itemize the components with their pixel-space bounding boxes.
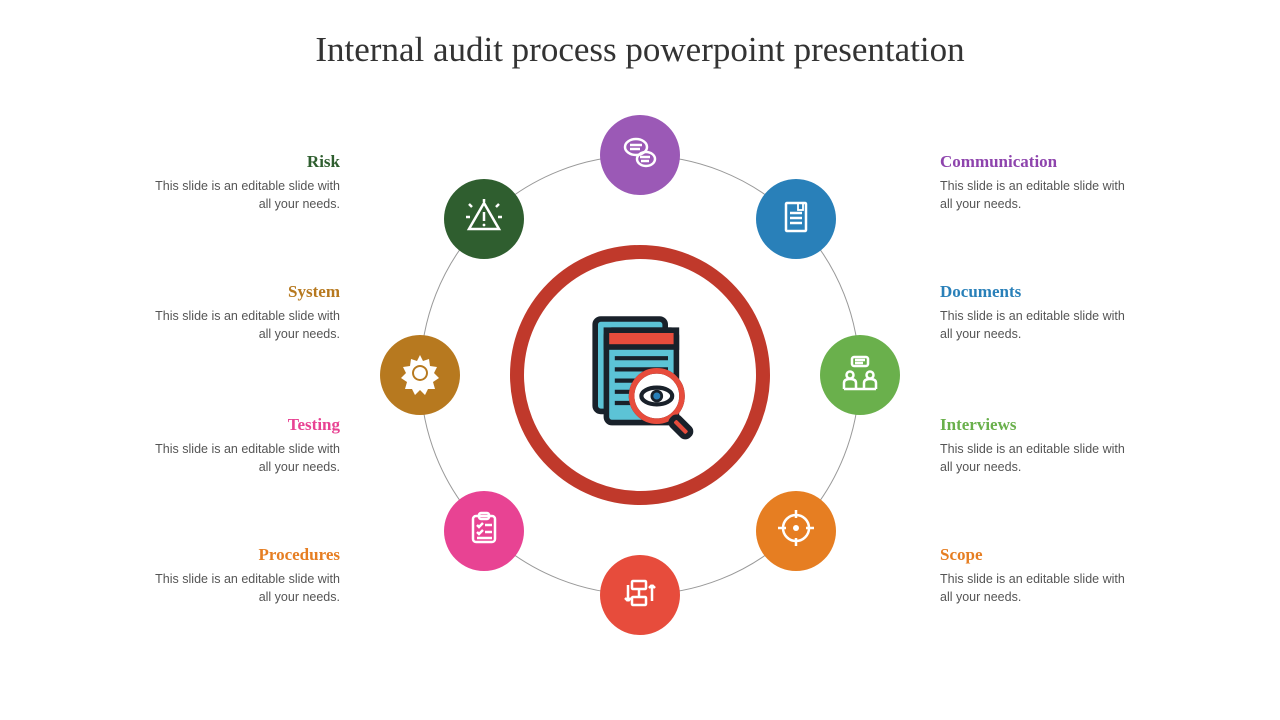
interview-icon bbox=[838, 351, 882, 400]
desc-risk: This slide is an editable slide with all… bbox=[140, 178, 340, 213]
node-communication bbox=[600, 115, 680, 195]
label-procedures: Procedures This slide is an editable sli… bbox=[140, 545, 340, 606]
heading-procedures: Procedures bbox=[140, 545, 340, 565]
chat-icon bbox=[620, 133, 660, 178]
desc-procedures: This slide is an editable slide with all… bbox=[140, 571, 340, 606]
slide-title: Internal audit process powerpoint presen… bbox=[0, 30, 1280, 70]
node-testing bbox=[380, 335, 460, 415]
label-risk: Risk This slide is an editable slide wit… bbox=[140, 152, 340, 213]
desc-scope: This slide is an editable slide with all… bbox=[940, 571, 1140, 606]
heading-testing: Testing bbox=[140, 415, 340, 435]
node-system bbox=[444, 179, 524, 259]
audit-document-magnifier-icon bbox=[570, 305, 710, 445]
desc-documents: This slide is an editable slide with all… bbox=[940, 308, 1140, 343]
label-scope: Scope This slide is an editable slide wi… bbox=[940, 545, 1140, 606]
desc-testing: This slide is an editable slide with all… bbox=[140, 441, 340, 476]
node-flow bbox=[600, 555, 680, 635]
label-system: System This slide is an editable slide w… bbox=[140, 282, 340, 343]
label-documents: Documents This slide is an editable slid… bbox=[940, 282, 1140, 343]
gear-icon bbox=[398, 351, 442, 400]
flow-icon bbox=[620, 573, 660, 618]
circular-diagram bbox=[380, 115, 900, 635]
heading-risk: Risk bbox=[140, 152, 340, 172]
desc-communication: This slide is an editable slide with all… bbox=[940, 178, 1140, 213]
node-interviews bbox=[820, 335, 900, 415]
node-documents bbox=[756, 179, 836, 259]
center-ring bbox=[510, 245, 770, 505]
node-scope bbox=[756, 491, 836, 571]
label-interviews: Interviews This slide is an editable sli… bbox=[940, 415, 1140, 476]
label-testing: Testing This slide is an editable slide … bbox=[140, 415, 340, 476]
heading-system: System bbox=[140, 282, 340, 302]
heading-scope: Scope bbox=[940, 545, 1140, 565]
checklist-icon bbox=[464, 508, 504, 553]
page-icon bbox=[776, 197, 816, 242]
label-communication: Communication This slide is an editable … bbox=[940, 152, 1140, 213]
warning-icon bbox=[463, 196, 505, 243]
desc-system: This slide is an editable slide with all… bbox=[140, 308, 340, 343]
heading-documents: Documents bbox=[940, 282, 1140, 302]
target-icon bbox=[776, 508, 816, 553]
heading-communication: Communication bbox=[940, 152, 1140, 172]
node-procedures bbox=[444, 491, 524, 571]
heading-interviews: Interviews bbox=[940, 415, 1140, 435]
desc-interviews: This slide is an editable slide with all… bbox=[940, 441, 1140, 476]
